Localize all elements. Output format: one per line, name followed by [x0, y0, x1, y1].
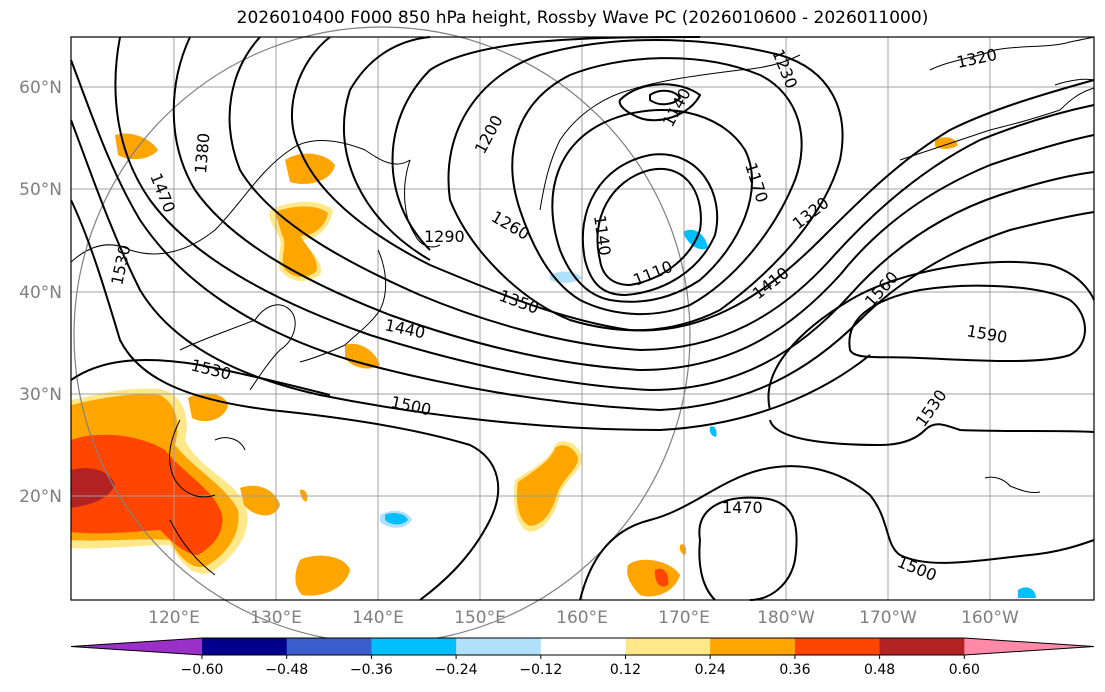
coastlines [70, 36, 1095, 576]
lon-tick-label: 150°E [454, 608, 506, 628]
colorbar-segment [794, 638, 881, 655]
colorbar-tick-label: 0.60 [949, 662, 980, 678]
colorbar-tick-label: −0.48 [265, 662, 308, 678]
contour-label: 1290 [424, 227, 465, 246]
lon-tick-label: 170°E [658, 608, 710, 628]
colorbar-extend-high [964, 638, 1094, 655]
lon-tick-label: 180°W [757, 608, 815, 628]
colorbar-tick-label: 0.12 [610, 662, 641, 678]
colorbar-tick-label: 0.36 [779, 662, 810, 678]
colorbar-segment [540, 638, 626, 655]
lat-tick-label: 40°N [19, 283, 62, 303]
contour-label: 1380 [191, 132, 213, 174]
lon-axis: 120°E 130°E 140°E 150°E 160°E 170°E 180°… [148, 608, 1019, 628]
map-title: 2026010400 F000 850 hPa height, Rossby W… [236, 8, 929, 28]
colorbar-extend-low [71, 638, 202, 655]
lon-tick-label: 160°W [961, 608, 1019, 628]
lon-tick-label: 140°E [352, 608, 404, 628]
colorbar-segment [202, 638, 288, 655]
lon-tick-label: 170°W [859, 608, 917, 628]
lon-tick-label: 120°E [148, 608, 200, 628]
lon-tick-label: 160°E [556, 608, 608, 628]
colorbar-segment [456, 638, 542, 655]
colorbar-tick-label: −0.36 [350, 662, 393, 678]
lat-tick-label: 30°N [19, 385, 62, 405]
colorbar: −0.60 −0.48 −0.36 −0.24 −0.12 0.12 0.24 0.36 0.4… [70, 637, 1095, 678]
colorbar-segment [710, 638, 796, 655]
height-contours [70, 36, 1095, 601]
lat-tick-label: 60°N [19, 78, 62, 98]
lat-axis: 60°N 50°N 40°N 30°N 20°N [19, 78, 62, 507]
plot-frame [70, 36, 1095, 601]
colorbar-segment [371, 638, 457, 655]
lon-tick-label: 130°E [250, 608, 302, 628]
contour-label: 1470 [722, 498, 763, 517]
colorbar-tick-label: 0.48 [864, 662, 895, 678]
colorbar-segment [879, 638, 965, 655]
colorbar-tick-label: −0.24 [435, 662, 478, 678]
graticule [71, 37, 1094, 600]
lat-tick-label: 20°N [19, 487, 62, 507]
anomaly-shading [71, 133, 1036, 598]
colorbar-tick-label: −0.60 [181, 662, 224, 678]
colorbar-tick-label: 0.24 [695, 662, 726, 678]
colorbar-segment [286, 638, 372, 655]
lat-tick-label: 50°N [19, 180, 62, 200]
colorbar-segment [625, 638, 711, 655]
colorbar-tick-label: −0.12 [519, 662, 562, 678]
